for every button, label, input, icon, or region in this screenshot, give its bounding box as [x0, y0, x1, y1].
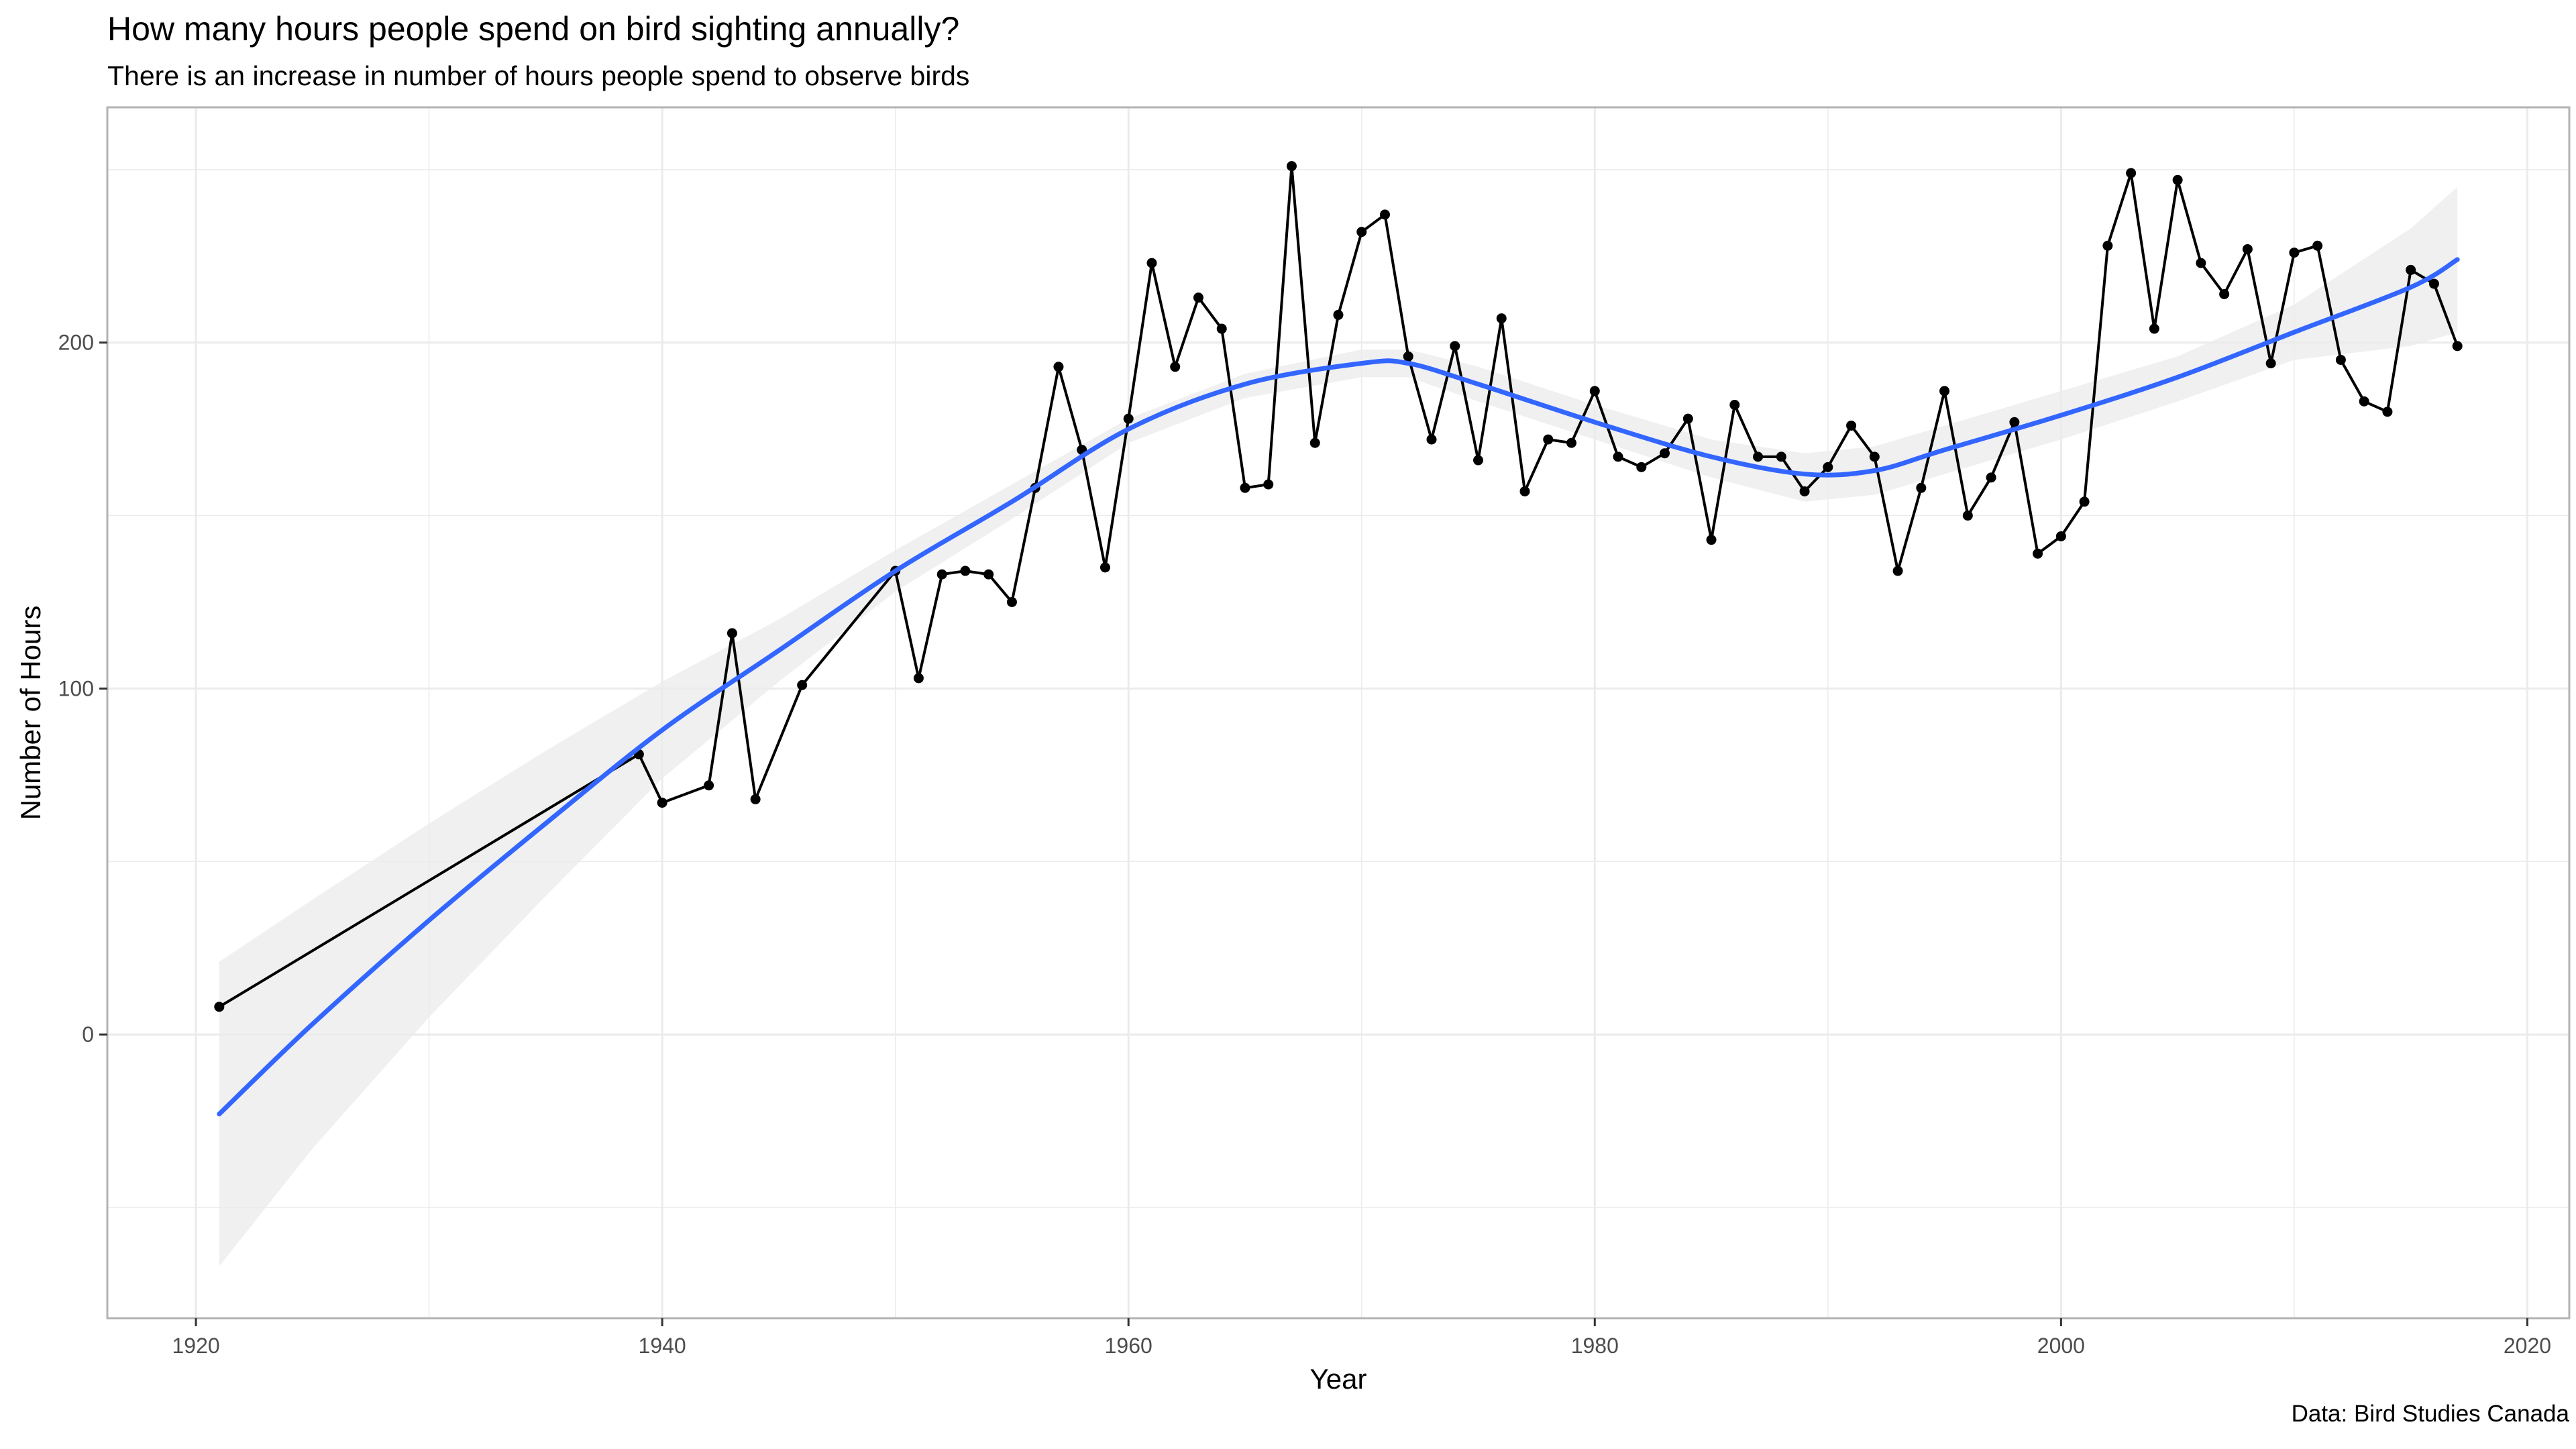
data-point [1613, 451, 1623, 462]
observed-points [214, 161, 2463, 1012]
data-point [2196, 258, 2206, 268]
x-tick-label: 1940 [639, 1334, 686, 1358]
data-point [1566, 437, 1577, 448]
x-axis-title: Year [1310, 1363, 1367, 1395]
data-point [1426, 434, 1437, 445]
data-point [1636, 462, 1647, 472]
data-point [936, 569, 947, 580]
data-point [2359, 396, 2369, 407]
data-point [2079, 496, 2090, 507]
x-axis-ticks: 1920 1940 1960 1980 2000 2020 [172, 1318, 2551, 1358]
data-point [1403, 351, 1413, 362]
data-point [2126, 168, 2137, 178]
data-point [2102, 240, 2113, 251]
chart-subtitle: There is an increase in number of hours … [107, 60, 970, 91]
data-point [1099, 562, 1110, 573]
data-point [1519, 486, 1530, 496]
data-point [1193, 292, 1203, 303]
data-point [214, 1002, 225, 1012]
data-point [1286, 161, 1297, 172]
data-point [2289, 248, 2300, 258]
data-point [1916, 482, 1927, 493]
data-point [1216, 323, 1227, 334]
data-point [1053, 362, 1064, 372]
data-point [983, 569, 994, 580]
data-point [1706, 535, 1717, 545]
data-point [2382, 407, 2393, 417]
x-tick-label: 2000 [2037, 1334, 2085, 1358]
data-point [1660, 448, 1670, 459]
minor-gridlines [107, 107, 2569, 1318]
data-point [1776, 451, 1786, 462]
chart-title: How many hours people spend on bird sigh… [107, 10, 960, 48]
data-point [1823, 462, 1833, 472]
confidence-band [219, 186, 2458, 1267]
data-point [1380, 209, 1391, 220]
data-point [1589, 386, 1600, 396]
data-point [2055, 531, 2066, 541]
data-point [1962, 511, 1973, 521]
data-point [1729, 400, 1740, 411]
data-point [2149, 323, 2159, 334]
data-point [2428, 278, 2439, 289]
data-point [797, 680, 808, 690]
data-point [704, 780, 714, 791]
data-point [1240, 482, 1250, 493]
x-tick-label: 1960 [1105, 1334, 1152, 1358]
data-point [1846, 420, 1857, 431]
x-tick-label: 1920 [172, 1334, 219, 1358]
data-point [657, 798, 667, 808]
data-point [1543, 434, 1554, 445]
data-point [1146, 258, 1157, 268]
data-point [1309, 437, 1320, 448]
data-point [1892, 566, 1903, 576]
panel-border [106, 106, 2571, 1320]
y-tick-label: 0 [82, 1022, 94, 1046]
data-source-caption: Data: Bird Studies Canada [2291, 1401, 2569, 1427]
y-tick-label: 200 [58, 331, 94, 355]
data-point [1473, 455, 1484, 466]
x-tick-label: 2020 [2504, 1334, 2551, 1358]
y-tick-label: 100 [58, 676, 94, 700]
data-point [750, 794, 761, 804]
data-point [2452, 341, 2463, 352]
data-point [1496, 313, 1507, 324]
data-point [2265, 358, 2276, 369]
data-point [1006, 596, 1017, 607]
data-point [1123, 413, 1134, 424]
data-point [1753, 451, 1764, 462]
data-point [1356, 227, 1367, 237]
data-point [2219, 288, 2230, 299]
data-point [1263, 479, 1274, 490]
data-point [2312, 240, 2323, 251]
data-point [727, 628, 737, 639]
data-point [1170, 362, 1181, 372]
data-point [960, 566, 971, 576]
data-point [2009, 417, 2020, 427]
data-point [1799, 486, 1810, 496]
data-point [913, 673, 924, 684]
data-point [1682, 413, 1693, 424]
data-point [1450, 341, 1460, 352]
data-point [2033, 548, 2043, 559]
major-gridlines [107, 107, 2569, 1318]
data-point [1333, 309, 1344, 320]
data-point [2406, 264, 2416, 275]
data-point [1986, 472, 1996, 483]
data-point [2242, 244, 2253, 254]
smoothed-trend-line [217, 257, 2460, 1117]
data-point [2172, 174, 2183, 185]
data-point [1869, 451, 1880, 462]
y-axis-ticks: 0 100 200 [58, 331, 107, 1046]
y-axis-title: Number of Hours [15, 606, 46, 820]
data-point [1939, 386, 1950, 396]
data-point [2335, 354, 2346, 365]
x-tick-label: 1980 [1571, 1334, 1619, 1358]
